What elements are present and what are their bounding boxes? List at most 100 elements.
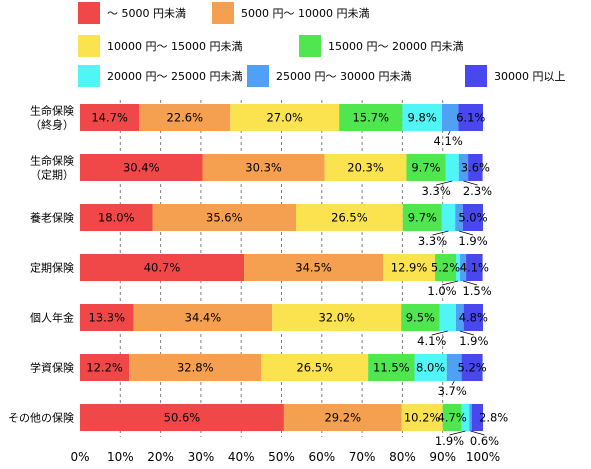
- bar-segment: [471, 404, 483, 431]
- leader-line: [432, 230, 449, 236]
- data-label: 34.5%: [295, 261, 332, 275]
- data-label: 8.0%: [416, 361, 445, 375]
- data-label: 1.9%: [435, 434, 464, 448]
- data-label: 9.7%: [408, 211, 437, 225]
- category-label: （終身）: [30, 118, 74, 132]
- data-label: 12.2%: [86, 361, 123, 375]
- x-tick-label: 20%: [147, 450, 174, 464]
- x-tick-label: 60%: [308, 450, 335, 464]
- bar-segment: [261, 354, 369, 381]
- data-label: 9.5%: [406, 311, 435, 325]
- category-label: 養老保険: [30, 211, 74, 225]
- data-label: 30.4%: [123, 161, 160, 175]
- bar-segment: [446, 354, 462, 381]
- category-label: 生命保険: [30, 154, 74, 168]
- x-axis-ticks: 0% 10% 20% 30% 40% 50% 60% 70% 80% 90% 100%: [70, 450, 500, 464]
- bar-segment: [339, 104, 403, 131]
- data-label: 30.3%: [245, 161, 282, 175]
- data-label: 4.8%: [459, 311, 488, 325]
- data-labels: 14.7% 22.6% 27.0% 15.7% 9.8% 4.1% 6.1% 30.4% 30.…: [86, 111, 508, 449]
- bar-segment: [463, 304, 483, 331]
- legend-swatch: [299, 35, 321, 57]
- data-label: 29.2%: [324, 411, 361, 425]
- legend-swatch: [78, 35, 100, 57]
- legend-label: 10000 円～ 15000 円未満: [107, 40, 242, 53]
- data-label: 11.5%: [373, 361, 410, 375]
- legend-label: 15000 円～ 20000 円未満: [328, 40, 463, 53]
- data-label: 15.7%: [352, 111, 389, 125]
- legend: ～ 5000 円未満 5000 円～ 10000 円未満 10000 円～ 1500…: [78, 2, 566, 87]
- bar-segment: [455, 254, 461, 281]
- bar-segment: [230, 104, 340, 131]
- bar-segment: [80, 304, 134, 331]
- data-label: 34.4%: [185, 311, 222, 325]
- legend-swatch: [212, 2, 234, 24]
- data-label: 5.0%: [458, 211, 487, 225]
- data-label: 26.5%: [331, 211, 368, 225]
- bar-segment: [458, 154, 469, 181]
- leader-line: [470, 430, 485, 436]
- bar-segment: [468, 154, 483, 181]
- legend-swatch: [465, 65, 487, 87]
- data-label: 3.3%: [418, 234, 447, 248]
- data-label: 40.7%: [144, 261, 181, 275]
- legend-swatch: [78, 2, 100, 24]
- data-label: 4.1%: [460, 261, 489, 275]
- legend-swatch: [247, 65, 269, 87]
- x-tick-label: 30%: [188, 450, 215, 464]
- bar-segment: [406, 154, 446, 181]
- bar-segment: [296, 204, 403, 231]
- data-label: 9.7%: [411, 161, 440, 175]
- leader-line: [458, 230, 474, 236]
- data-label: 5.2%: [458, 361, 487, 375]
- legend-swatch: [78, 65, 100, 87]
- category-label: 定期保険: [30, 261, 74, 275]
- leader-line: [451, 380, 455, 386]
- bar-segment: [461, 404, 470, 431]
- bar-segment: [368, 354, 415, 381]
- bar-segment: [441, 204, 456, 231]
- leader-line: [436, 180, 453, 186]
- leader-line: [459, 330, 474, 336]
- legend-label: 25000 円～ 30000 円未満: [276, 70, 411, 83]
- x-tick-label: 100%: [466, 450, 500, 464]
- bar-segment: [435, 254, 456, 281]
- bar-segment: [414, 354, 447, 381]
- bar-segment: [402, 104, 442, 131]
- bar-segment: [80, 354, 130, 381]
- bar-segment: [439, 304, 456, 331]
- bar-segment: [455, 304, 464, 331]
- bar-segment: [202, 154, 325, 181]
- bar-segment: [324, 154, 407, 181]
- data-label: 14.7%: [91, 111, 128, 125]
- bar-segment: [133, 304, 273, 331]
- legend-label: 20000 円～ 25000 円未満: [107, 70, 242, 83]
- bar-segment: [129, 354, 262, 381]
- x-tick-label: 10%: [107, 450, 134, 464]
- leader-line: [447, 130, 451, 136]
- bar-segment: [441, 104, 459, 131]
- bar-segment: [462, 204, 483, 231]
- bars: [80, 104, 483, 431]
- leader-line: [431, 330, 448, 336]
- data-label: 4.1%: [417, 334, 446, 348]
- x-tick-label: 70%: [349, 450, 376, 464]
- data-label: 22.6%: [167, 111, 204, 125]
- data-label: 0.6%: [470, 434, 499, 448]
- bar-segment: [469, 404, 472, 431]
- bar-segment: [80, 204, 153, 231]
- legend-label: ～ 5000 円未満: [107, 7, 186, 20]
- data-label: 26.5%: [296, 361, 333, 375]
- data-label: 9.8%: [408, 111, 437, 125]
- leader-line: [462, 280, 478, 286]
- bar-segment: [445, 154, 459, 181]
- bar-segment: [460, 254, 467, 281]
- data-label: 12.9%: [391, 261, 428, 275]
- category-label: その他の保険: [8, 411, 74, 425]
- data-label: 32.8%: [177, 361, 214, 375]
- bar-segment: [401, 404, 443, 431]
- data-label: 4.7%: [438, 411, 467, 425]
- data-label: 3.3%: [422, 184, 451, 198]
